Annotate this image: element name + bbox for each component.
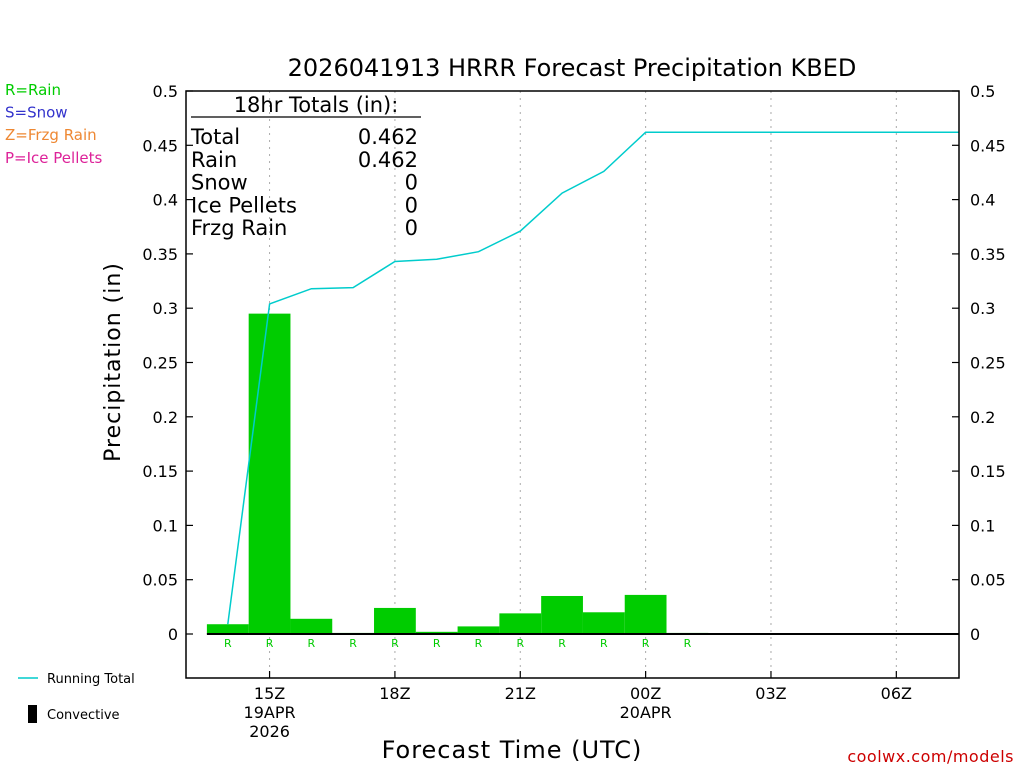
rain-bar-4: [374, 607, 416, 634]
ptype-label-0: R: [224, 637, 232, 650]
ptype-legend-item-2: Z=Frzg Rain: [5, 126, 97, 144]
ptype-label-3: R: [349, 637, 357, 650]
y-tick-label-left-2: 0.1: [153, 516, 178, 535]
y-axis-right: 0 0.05 0.1 0.15 0.2 0.25 0.3 0.35 0.4 0.45 0.5: [952, 82, 1006, 644]
y-axis-left: 0 0.05 0.1 0.15 0.2 0.25 0.3 0.35 0.4 0.45 0.5: [142, 82, 193, 644]
totals-value-1: 0.462: [358, 148, 418, 172]
ptype-label-6: R: [475, 637, 483, 650]
x-axis-label: Forecast Time (UTC): [382, 736, 643, 764]
y-tick-label-right-9: 0.45: [970, 136, 1006, 155]
y-tick-label-right-3: 0.15: [970, 462, 1006, 481]
legend-label-1: Convective: [47, 708, 120, 723]
y-tick-label-left-8: 0.4: [153, 191, 178, 210]
y-tick-label-left-7: 0.35: [142, 245, 178, 264]
y-tick-label-right-10: 0.5: [970, 82, 995, 101]
ptype-legend-item-1: S=Snow: [5, 104, 68, 122]
totals-value-0: 0.462: [358, 125, 418, 149]
rain-bar-2: [290, 618, 333, 634]
y-tick-label-right-1: 0.05: [970, 571, 1006, 590]
credit-text: coolwx.com/models: [847, 747, 1014, 766]
x-tick-label-1-0: 18Z: [379, 684, 410, 703]
rain-bars: [206, 313, 709, 634]
y-tick-label-left-4: 0.2: [153, 408, 178, 427]
rain-bar-7: [499, 613, 542, 634]
x-tick-label-5-0: 06Z: [881, 684, 912, 703]
y-tick-label-right-7: 0.35: [970, 245, 1006, 264]
chart-title: 2026041913 HRRR Forecast Precipitation K…: [288, 54, 857, 82]
y-tick-label-right-8: 0.4: [970, 191, 995, 210]
ptype-legend: R=Rain S=Snow Z=Frzg Rain P=Ice Pellets: [5, 81, 102, 167]
x-tick-label-0-0: 15Z: [254, 684, 285, 703]
running-total-line: [227, 131, 959, 625]
totals-label-4: Frzg Rain: [191, 216, 287, 240]
totals-value-2: 0: [405, 171, 418, 195]
y-tick-label-left-3: 0.15: [142, 462, 178, 481]
x-tick-label-2-0: 21Z: [505, 684, 536, 703]
totals-label-2: Snow: [191, 171, 248, 195]
ptype-label-7: R: [516, 637, 524, 650]
y-tick-label-right-2: 0.1: [970, 516, 995, 535]
y-tick-label-left-6: 0.3: [153, 299, 178, 318]
y-tick-label-right-4: 0.2: [970, 408, 995, 427]
y-tick-label-left-9: 0.45: [142, 136, 178, 155]
ptype-label-11: R: [684, 637, 692, 650]
rain-bar-1: [248, 313, 291, 634]
x-tick-label-0-2: 2026: [249, 722, 290, 741]
ptype-label-1: R: [266, 637, 274, 650]
y-tick-label-left-10: 0.5: [153, 82, 178, 101]
legend-swatch-convective: [28, 705, 37, 723]
plot-frame: [185, 90, 960, 679]
ptype-legend-item-0: R=Rain: [5, 81, 61, 99]
totals-value-4: 0: [405, 216, 418, 240]
x-tick-label-3-0: 00Z: [630, 684, 661, 703]
series-legend: Running Total Convective: [18, 672, 135, 723]
y-tick-label-left-1: 0.05: [142, 571, 178, 590]
ptype-label-5: R: [433, 637, 441, 650]
totals-heading: 18hr Totals (in):: [234, 93, 399, 117]
y-tick-label-right-5: 0.25: [970, 354, 1006, 373]
rain-bar-5: [415, 631, 458, 634]
ptype-label-4: R: [391, 637, 399, 650]
rain-bar-9: [582, 612, 625, 634]
totals-value-3: 0: [405, 193, 418, 217]
legend-label-0: Running Total: [47, 672, 135, 687]
y-tick-label-right-0: 0: [970, 625, 980, 644]
rain-bar-8: [541, 595, 583, 634]
y-tick-label-right-6: 0.3: [970, 299, 995, 318]
rain-bar-10: [624, 594, 667, 634]
ptype-label-2: R: [308, 637, 316, 650]
totals-label-3: Ice Pellets: [191, 193, 297, 217]
rain-bar-0: [206, 624, 249, 634]
rain-bar-6: [457, 626, 500, 634]
y-tick-label-left-0: 0: [168, 625, 178, 644]
totals-label-1: Rain: [191, 148, 237, 172]
ptype-label-10: R: [642, 637, 650, 650]
running-total-polyline: [227, 131, 959, 625]
x-tick-label-0-1: 19APR: [244, 703, 296, 722]
grid-lines: [269, 91, 897, 678]
ptype-legend-item-3: P=Ice Pellets: [5, 149, 102, 167]
x-tick-label-4-0: 03Z: [755, 684, 786, 703]
y-tick-label-left-5: 0.25: [142, 354, 178, 373]
x-tick-label-3-1: 20APR: [620, 703, 672, 722]
totals-box: 18hr Totals (in): Total 0.462 Rain 0.462 Snow…: [190, 93, 421, 240]
ptype-label-9: R: [600, 637, 608, 650]
y-axis-label: Precipitation (in): [101, 262, 126, 462]
ptype-label-8: R: [558, 637, 566, 650]
totals-label-0: Total: [190, 125, 240, 149]
